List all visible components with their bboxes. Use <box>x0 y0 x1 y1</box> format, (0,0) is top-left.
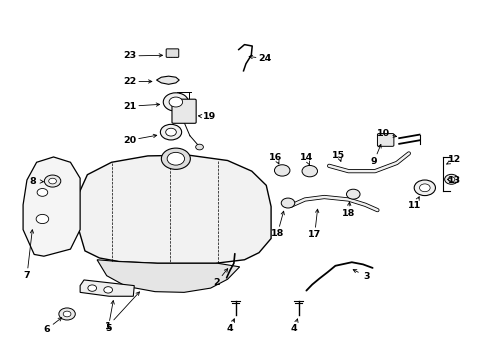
Circle shape <box>161 148 190 169</box>
Polygon shape <box>156 76 179 84</box>
Text: 22: 22 <box>122 77 136 86</box>
Text: 4: 4 <box>290 324 297 333</box>
Text: 20: 20 <box>122 136 136 145</box>
Text: 3: 3 <box>362 272 369 281</box>
Text: 16: 16 <box>269 153 282 162</box>
Circle shape <box>160 124 181 140</box>
Text: 7: 7 <box>23 271 30 280</box>
FancyBboxPatch shape <box>377 134 393 146</box>
Polygon shape <box>23 157 80 256</box>
Text: 6: 6 <box>43 325 49 334</box>
Text: 23: 23 <box>122 51 136 60</box>
Circle shape <box>413 180 435 195</box>
Circle shape <box>346 189 359 199</box>
Text: 19: 19 <box>203 112 216 121</box>
Circle shape <box>447 177 454 182</box>
FancyBboxPatch shape <box>166 49 179 57</box>
Circle shape <box>302 166 317 177</box>
Circle shape <box>419 184 429 192</box>
Text: 9: 9 <box>370 157 377 166</box>
Circle shape <box>169 97 182 107</box>
Circle shape <box>88 285 96 291</box>
Circle shape <box>37 189 48 196</box>
Text: 11: 11 <box>407 201 421 210</box>
Circle shape <box>44 175 61 187</box>
Text: 18: 18 <box>341 209 354 218</box>
Circle shape <box>195 144 203 150</box>
Text: 4: 4 <box>226 324 233 333</box>
Circle shape <box>444 174 457 184</box>
Text: 8: 8 <box>29 176 36 185</box>
Circle shape <box>63 311 71 317</box>
Text: 15: 15 <box>331 151 345 160</box>
Circle shape <box>59 308 75 320</box>
Text: 12: 12 <box>447 155 461 164</box>
FancyBboxPatch shape <box>172 99 196 123</box>
Polygon shape <box>78 155 270 263</box>
Text: 14: 14 <box>299 153 312 162</box>
Circle shape <box>281 198 294 208</box>
Circle shape <box>274 165 289 176</box>
Text: 5: 5 <box>105 324 111 333</box>
Text: 18: 18 <box>270 229 284 238</box>
Text: 10: 10 <box>376 129 389 138</box>
Polygon shape <box>97 260 239 292</box>
Circle shape <box>165 128 176 136</box>
Circle shape <box>167 152 184 165</box>
Text: 17: 17 <box>307 230 321 239</box>
Text: 24: 24 <box>258 54 271 63</box>
Circle shape <box>103 287 112 293</box>
Circle shape <box>49 178 56 184</box>
Circle shape <box>36 215 49 224</box>
Text: 21: 21 <box>122 102 136 111</box>
Text: 1: 1 <box>104 321 111 330</box>
Circle shape <box>163 93 188 111</box>
Text: 13: 13 <box>447 176 460 185</box>
Polygon shape <box>80 280 134 296</box>
Text: 2: 2 <box>213 278 220 287</box>
